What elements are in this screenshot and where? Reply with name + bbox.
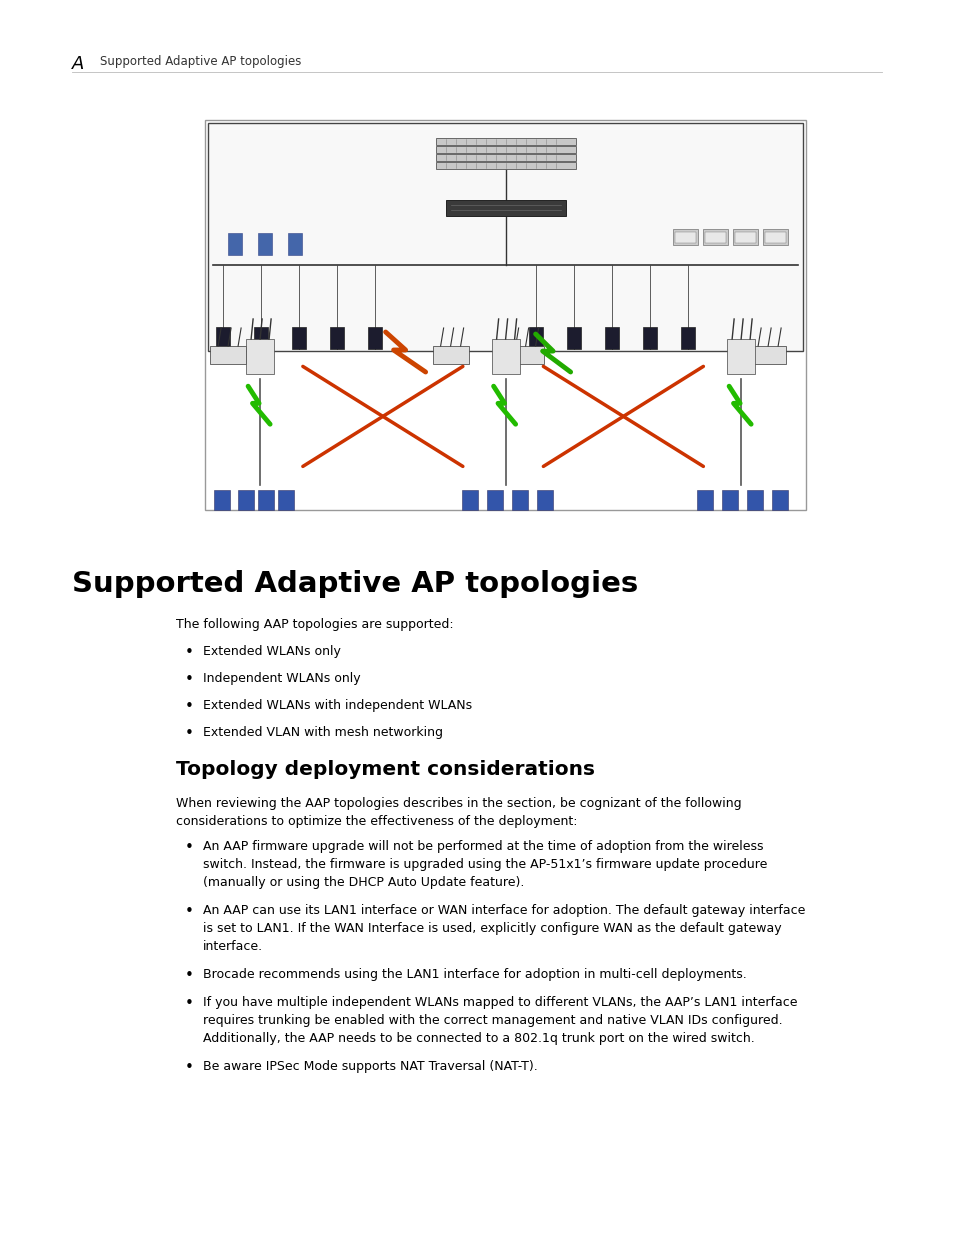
Bar [764, 232, 785, 243]
Bar [679, 327, 694, 350]
Bar [213, 490, 230, 510]
Bar [461, 490, 477, 510]
Text: Extended WLANs only: Extended WLANs only [203, 645, 341, 658]
Bar [436, 138, 575, 144]
Text: Be aware IPSec Mode supports NAT Traversal (NAT-T).: Be aware IPSec Mode supports NAT Travers… [203, 1060, 537, 1073]
Bar [486, 490, 502, 510]
Bar [604, 327, 618, 350]
Text: A: A [71, 56, 84, 73]
Text: Supported Adaptive AP topologies: Supported Adaptive AP topologies [71, 571, 638, 598]
Bar [216, 327, 230, 350]
Text: interface.: interface. [203, 940, 263, 953]
Text: •: • [184, 726, 193, 741]
Text: When reviewing the AAP topologies describes in the section, be cognizant of the : When reviewing the AAP topologies descri… [176, 797, 741, 810]
Bar [436, 146, 575, 153]
Bar [445, 200, 565, 216]
Bar [762, 228, 787, 245]
Bar [732, 228, 758, 245]
Bar [746, 490, 762, 510]
Bar [253, 327, 268, 350]
Bar [330, 327, 344, 350]
Bar [566, 327, 580, 350]
Bar [704, 232, 725, 243]
Bar [258, 490, 274, 510]
Bar [238, 490, 253, 510]
Bar [432, 346, 468, 364]
Text: Additionally, the AAP needs to be connected to a 802.1q trunk port on the wired : Additionally, the AAP needs to be connec… [203, 1032, 754, 1045]
Text: considerations to optimize the effectiveness of the deployment:: considerations to optimize the effective… [176, 815, 578, 827]
Bar [288, 233, 302, 254]
Text: An AAP firmware upgrade will not be performed at the time of adoption from the w: An AAP firmware upgrade will not be perf… [203, 840, 763, 853]
Bar [210, 346, 246, 364]
Bar [675, 232, 696, 243]
Bar [673, 228, 698, 245]
Text: •: • [184, 840, 193, 855]
Bar [721, 490, 738, 510]
Text: •: • [184, 672, 193, 687]
Bar [258, 233, 272, 254]
Bar [436, 154, 575, 161]
Text: •: • [184, 645, 193, 659]
Bar [278, 490, 294, 510]
Bar [726, 338, 755, 374]
Bar [735, 232, 756, 243]
Bar [491, 338, 519, 374]
Bar [436, 162, 575, 169]
Text: is set to LAN1. If the WAN Interface is used, explicitly configure WAN as the de: is set to LAN1. If the WAN Interface is … [203, 923, 781, 935]
Bar [368, 327, 382, 350]
Bar [528, 327, 542, 350]
Bar [507, 346, 543, 364]
Bar [208, 124, 802, 351]
Bar [771, 490, 787, 510]
Text: •: • [184, 904, 193, 919]
Text: (manually or using the DHCP Auto Update feature).: (manually or using the DHCP Auto Update … [203, 876, 524, 889]
Text: An AAP can use its LAN1 interface or WAN interface for adoption. The default gat: An AAP can use its LAN1 interface or WAN… [203, 904, 804, 918]
Text: •: • [184, 995, 193, 1011]
Text: If you have multiple independent WLANs mapped to different VLANs, the AAP’s LAN1: If you have multiple independent WLANs m… [203, 995, 797, 1009]
Bar [511, 490, 527, 510]
Bar [702, 228, 727, 245]
Text: Brocade recommends using the LAN1 interface for adoption in multi-cell deploymen: Brocade recommends using the LAN1 interf… [203, 968, 746, 981]
Text: switch. Instead, the firmware is upgraded using the AP-51x1’s firmware update pr: switch. Instead, the firmware is upgrade… [203, 858, 767, 871]
Bar [642, 327, 656, 350]
Bar [536, 490, 552, 510]
Bar [228, 233, 242, 254]
Text: Topology deployment considerations: Topology deployment considerations [176, 760, 595, 779]
Text: •: • [184, 968, 193, 983]
Bar [205, 120, 805, 510]
Text: The following AAP topologies are supported:: The following AAP topologies are support… [176, 618, 454, 631]
Text: Extended WLANs with independent WLANs: Extended WLANs with independent WLANs [203, 699, 472, 713]
Text: Supported Adaptive AP topologies: Supported Adaptive AP topologies [99, 56, 300, 68]
Text: requires trunking be enabled with the correct management and native VLAN IDs con: requires trunking be enabled with the co… [203, 1014, 782, 1028]
Text: •: • [184, 699, 193, 714]
Bar [749, 346, 785, 364]
Bar [246, 338, 274, 374]
Bar [292, 327, 306, 350]
Text: Independent WLANs only: Independent WLANs only [203, 672, 360, 685]
Bar [697, 490, 713, 510]
Text: •: • [184, 1060, 193, 1074]
Text: Extended VLAN with mesh networking: Extended VLAN with mesh networking [203, 726, 443, 739]
